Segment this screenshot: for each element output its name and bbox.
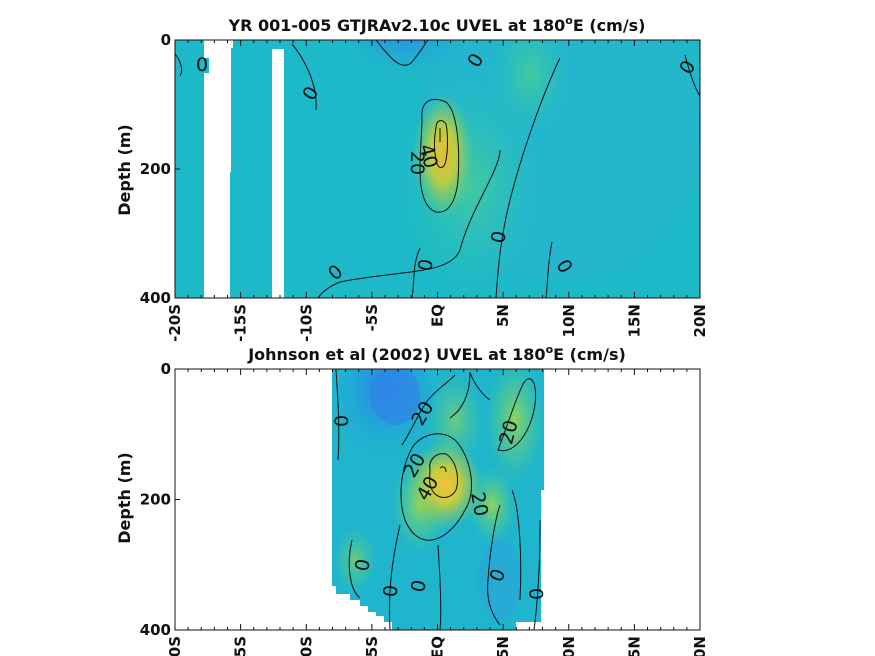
contours-bottom [335,369,541,630]
y-tick-label: 200 [140,160,171,178]
x-tick-label: 10N [560,304,578,337]
x-tick-label: 15N [625,304,643,337]
x-tick-label: 20N [691,304,709,337]
x-tick-label: 15N [625,636,643,656]
chart-title-top: YR 001-005 GTJRAv2.10c UVEL at 180oE (cm… [228,14,646,35]
contour-label: 20 [466,490,492,518]
contour-label: 0 [331,415,353,427]
contour-label: 0 [407,578,431,594]
x-tick-label: -15S [232,304,250,342]
contours-top [175,40,700,298]
x-tick-label: -5S [363,304,381,331]
x-tick-label: -15S [232,636,250,656]
panel-model: 0 0 0 0 20 40 0 0 0 0 -20S -15S -10S -5S EQ 5… [115,14,709,342]
y-tick-label: 200 [140,491,171,509]
x-tick-label: EQ [429,636,447,656]
contour-label: 0 [414,257,438,273]
y-tick-label: 0 [161,31,171,49]
heatmap-field-bottom [332,369,544,630]
x-tick-label: -20S [166,304,184,342]
heatmap-field-top [175,40,700,298]
contour-label: 0 [487,229,511,245]
contour-label: 0 [196,54,208,76]
y-axis-label-bottom: Depth (m) [115,452,134,544]
x-tick-label: -10S [297,304,315,342]
x-tick-label: 5N [494,304,512,327]
x-tick-label: -5S [363,636,381,656]
x-tick-label: -10S [297,636,315,656]
x-tick-label: 20N [691,636,709,656]
y-axis-label-top: Depth (m) [115,124,134,216]
chart-title-bottom: Johnson et al (2002) UVEL at 180oE (cm/s… [247,343,626,364]
x-tick-label: 5N [494,636,512,656]
contour-label: 0 [380,584,403,598]
contour-label: 0 [351,557,375,573]
contour-label: 0 [526,588,548,600]
x-tick-label: -20S [166,636,184,656]
panel-observations: 0 20 20 20 40 20 0 0 0 0 0 -20S -15S -10S -… [115,343,709,656]
x-tick-label: 10N [560,636,578,656]
y-tick-label: 400 [140,621,171,639]
x-tick-label: EQ [429,304,447,327]
contour-label: 20 [406,151,428,175]
y-tick-label: 400 [140,289,171,307]
y-tick-label: 0 [161,360,171,378]
